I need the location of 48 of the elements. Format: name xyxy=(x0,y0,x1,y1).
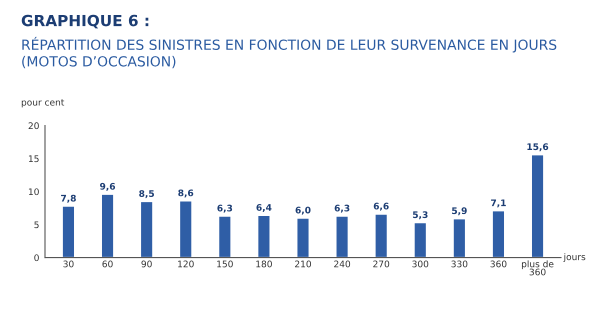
x-tick-label: 30 xyxy=(63,260,74,268)
x-tick-label: 360 xyxy=(490,260,506,268)
y-tick-label: 5 xyxy=(34,221,39,228)
data-label: 7,1 xyxy=(491,199,506,208)
y-tick-label: 20 xyxy=(28,122,39,130)
chart-subtitle: RÉPARTITION DES SINISTRES EN FONCTION DE LEUR SURVENANCE EN JOURS (MOTOS D’OCCASION) xyxy=(22,36,556,68)
x-tick-label: 120 xyxy=(178,260,194,268)
x-tick-label: 60 xyxy=(102,260,113,268)
data-label: 5,9 xyxy=(452,207,467,216)
bar xyxy=(178,200,193,258)
y-tick-label: 15 xyxy=(28,155,39,162)
bar xyxy=(140,200,154,258)
bar xyxy=(452,218,466,258)
bar xyxy=(492,210,506,258)
bar xyxy=(62,205,76,258)
y-tick-label: 10 xyxy=(28,188,39,196)
data-label: 6,4 xyxy=(256,204,272,212)
x-tick-label: 90 xyxy=(141,260,152,268)
x-tick-label: plus de 360 xyxy=(522,260,554,276)
bar xyxy=(218,215,232,258)
bar xyxy=(100,194,114,258)
x-tick-label: 300 xyxy=(412,260,428,268)
data-label: 6,6 xyxy=(374,202,389,211)
data-label: 8,6 xyxy=(178,189,194,198)
y-tick-label: 0 xyxy=(34,254,39,262)
data-label: 5,3 xyxy=(412,211,428,220)
y-axis-title: pour cent xyxy=(22,99,64,108)
bar xyxy=(374,213,388,258)
data-label: 6,0 xyxy=(296,206,311,215)
chart-title: GRAPHIQUE 6 : xyxy=(22,14,148,28)
x-tick-label: 180 xyxy=(256,260,272,268)
bar xyxy=(530,154,544,258)
data-label: 8,5 xyxy=(139,190,154,198)
bar xyxy=(256,214,271,258)
data-label: 6,3 xyxy=(334,204,350,213)
x-axis-title: jours xyxy=(563,253,586,262)
bar xyxy=(335,215,350,258)
data-label: 6,3 xyxy=(217,204,232,213)
data-label: 15,6 xyxy=(527,143,548,152)
bar xyxy=(296,217,310,258)
x-tick-label: 330 xyxy=(451,260,468,268)
x-tick-label: 150 xyxy=(217,260,233,268)
x-tick-label: 270 xyxy=(373,260,390,268)
data-label: 9,6 xyxy=(100,182,116,191)
bar xyxy=(413,222,428,258)
x-tick-label: 240 xyxy=(334,260,350,268)
data-label: 7,8 xyxy=(61,194,76,203)
x-tick-label: 210 xyxy=(295,260,312,268)
